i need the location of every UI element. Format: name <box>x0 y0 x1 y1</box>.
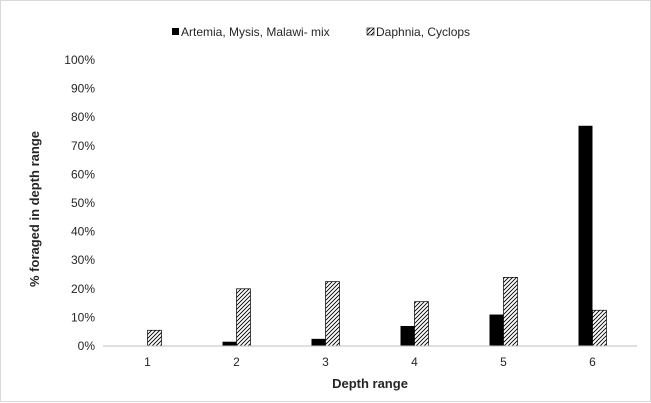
bar-series-1-cat-5 <box>489 314 504 346</box>
x-tick-label: 6 <box>589 355 596 369</box>
x-tick-label: 1 <box>144 355 151 369</box>
bar-series-2-cat-4 <box>414 301 429 347</box>
bar-series-2-cat-3 <box>325 281 340 347</box>
y-tick-label: 70% <box>71 139 95 153</box>
x-tick-label: 2 <box>233 355 240 369</box>
bar-series-1-cat-6 <box>578 125 593 346</box>
y-tick-label: 50% <box>71 196 95 210</box>
legend-label-series-2: Daphnia, Cyclops <box>376 25 470 39</box>
bar-series-2-cat-5 <box>503 277 518 347</box>
x-axis-title: Depth range <box>332 376 408 391</box>
legend-label-series-1: Artemia, Mysis, Malawi- mix <box>181 25 330 39</box>
bar-series-1-cat-4 <box>400 325 415 346</box>
legend-swatch-series-1 <box>172 28 179 35</box>
y-tick-label: 60% <box>71 167 95 181</box>
y-tick-label: 90% <box>71 82 95 96</box>
y-tick-label: 20% <box>71 282 95 296</box>
x-tick-label: 4 <box>411 355 418 369</box>
x-axis-ticks: 1 2 3 4 5 6 <box>144 355 596 369</box>
bars <box>147 125 607 347</box>
legend-swatch-series-2 <box>366 27 375 36</box>
x-tick-label: 5 <box>500 355 507 369</box>
bar-series-1-cat-3 <box>311 338 326 346</box>
legend: Artemia, Mysis, Malawi- mix Daphnia, Cyc… <box>172 25 470 39</box>
bar-series-2-cat-2 <box>236 288 251 347</box>
y-tick-label: 40% <box>71 225 95 239</box>
y-tick-label: 80% <box>71 110 95 124</box>
y-axis-title: % foraged in depth range <box>27 131 42 287</box>
bar-series-2-cat-1 <box>147 329 162 347</box>
y-tick-label: 10% <box>71 310 95 324</box>
x-tick-label: 3 <box>322 355 329 369</box>
bar-series-2-cat-6 <box>592 309 607 347</box>
bar-series-1-cat-2 <box>222 341 237 346</box>
y-tick-label: 100% <box>64 53 95 67</box>
y-tick-label: 30% <box>71 253 95 267</box>
y-axis-ticks: 0% 10% 20% 30% 40% 50% 60% 70% 80% 90% 100% <box>64 53 95 353</box>
y-tick-label: 0% <box>78 339 96 353</box>
